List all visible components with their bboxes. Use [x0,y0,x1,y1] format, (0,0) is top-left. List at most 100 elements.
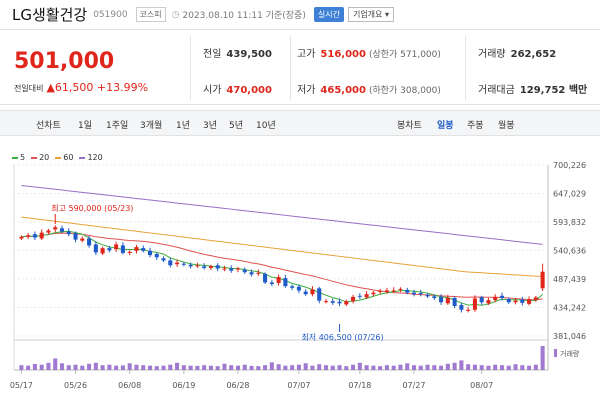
chart-toolbar: 선차트 1일 1주일 3개월 1년 3년 5년 10년 봉차트 일봉 주봉 월봉 [0,110,600,136]
clock-icon: ◷ [171,9,180,20]
volume-bar [175,362,180,370]
volume-bar [276,364,281,370]
volume-bar [242,364,247,370]
period-3m[interactable]: 3개월 [140,121,163,131]
candle-body [59,228,65,232]
y-tick-label: 647,029 [553,190,586,199]
candle-body [161,258,166,261]
company-info-dropdown[interactable]: 기업개요 ▾ [347,7,394,22]
legend-swatch [79,156,86,159]
volume-bar [378,366,383,370]
volume-bar [168,364,173,370]
quote-summary: 501,000 전일대비 ▲61,500 +13.99% 전일 439,500 고가… [0,31,600,105]
candle-body [249,272,254,275]
x-tick-label: 07/27 [402,381,425,390]
volume-bar [384,365,389,370]
candle-body [459,304,464,310]
volume-bar [235,365,241,370]
volume-bar [208,365,213,370]
volume-bar [141,365,146,370]
price-change: 전일대비 ▲61,500 +13.99% [14,81,149,94]
volume-bar [39,364,44,370]
volume-bar [290,365,295,370]
volume-bar [493,364,498,370]
candle-body [337,301,342,304]
high-annotation: 최고 590,000 (05/23) [51,203,133,213]
quote-datetime: 2023.08.10 11:11 기준(장중) [182,11,306,21]
period-1d[interactable]: 1일 [78,121,93,131]
candle-body [26,235,31,237]
stock-name: LG생활건강 [12,6,88,24]
x-tick-label: 05/26 [64,381,87,390]
volume-bar [222,363,227,370]
volume-bar [100,365,105,370]
volume-legend-label: 거래량 [560,349,580,358]
volume-legend-swatch [554,349,557,357]
volume-bar [66,365,71,370]
volume-bar [520,365,525,370]
candle-body [195,265,200,267]
candle-body [202,266,207,268]
volume-bar [371,365,376,370]
candle-body [479,297,484,303]
x-tick-label: 06/28 [226,381,249,390]
volume-bar [46,362,51,370]
y-tick-label: 434,242 [553,304,586,313]
candle-body [439,296,444,303]
legend-ma5: 5 [12,153,25,162]
volume-bar [19,365,24,370]
candle-daily[interactable]: 일봉 [437,121,454,131]
x-tick-label: 08/07 [470,381,493,390]
period-1y[interactable]: 1년 [176,121,191,131]
candle-body [66,231,71,235]
volume-bar [26,365,31,370]
volume-bar [181,365,186,370]
y-tick-label: 700,226 [553,161,586,170]
volume: 거래량 262,652 [478,49,557,60]
volume-bar [527,365,532,370]
candle-body [364,294,369,298]
prev-close: 전일 439,500 [203,49,272,60]
volume-bar [479,365,484,370]
volume-bar [80,365,85,370]
x-tick-label: 06/08 [118,381,141,390]
volume-bar [154,366,159,370]
candle-body [154,254,159,258]
volume-bar [323,365,329,370]
volume-bar [351,364,356,370]
realtime-button[interactable]: 실시간 [313,7,344,22]
candle-body [222,268,227,270]
legend-swatch [12,156,18,159]
volume-bar [486,365,491,370]
candle-body [73,233,78,240]
chevron-down-icon: ▾ [384,10,389,19]
period-10y[interactable]: 10년 [256,121,276,131]
candle-monthly[interactable]: 월봉 [498,121,515,131]
period-1w[interactable]: 1주일 [106,121,129,131]
candle-weekly[interactable]: 주봉 [467,121,484,131]
line-chart-button[interactable]: 선차트 [36,121,61,131]
high-price: 고가 516,000 (상한가 571,000) [297,49,441,60]
candle-body [330,301,335,303]
candle-body [141,248,146,251]
candle-body [263,273,268,283]
volume-bar [59,363,65,370]
candle-body [499,295,505,298]
stock-header: LG생활건강 051900 코스피 ◷ 2023.08.10 11:11 기준(… [0,0,600,30]
candle-body [53,227,58,230]
volume-bar [269,362,274,370]
period-5y[interactable]: 5년 [229,121,244,131]
candle-body [357,295,362,297]
candle-body [533,297,538,300]
legend-ma60: 60 [55,153,73,162]
candle-body [46,230,51,233]
period-3y[interactable]: 3년 [203,121,218,131]
volume-bar [303,363,308,370]
candle-body [107,248,112,251]
candle-body [378,291,383,292]
volume-bar [134,364,139,370]
volume-bar [445,363,450,370]
x-tick-label: 06/19 [172,381,195,390]
divider [190,35,191,101]
